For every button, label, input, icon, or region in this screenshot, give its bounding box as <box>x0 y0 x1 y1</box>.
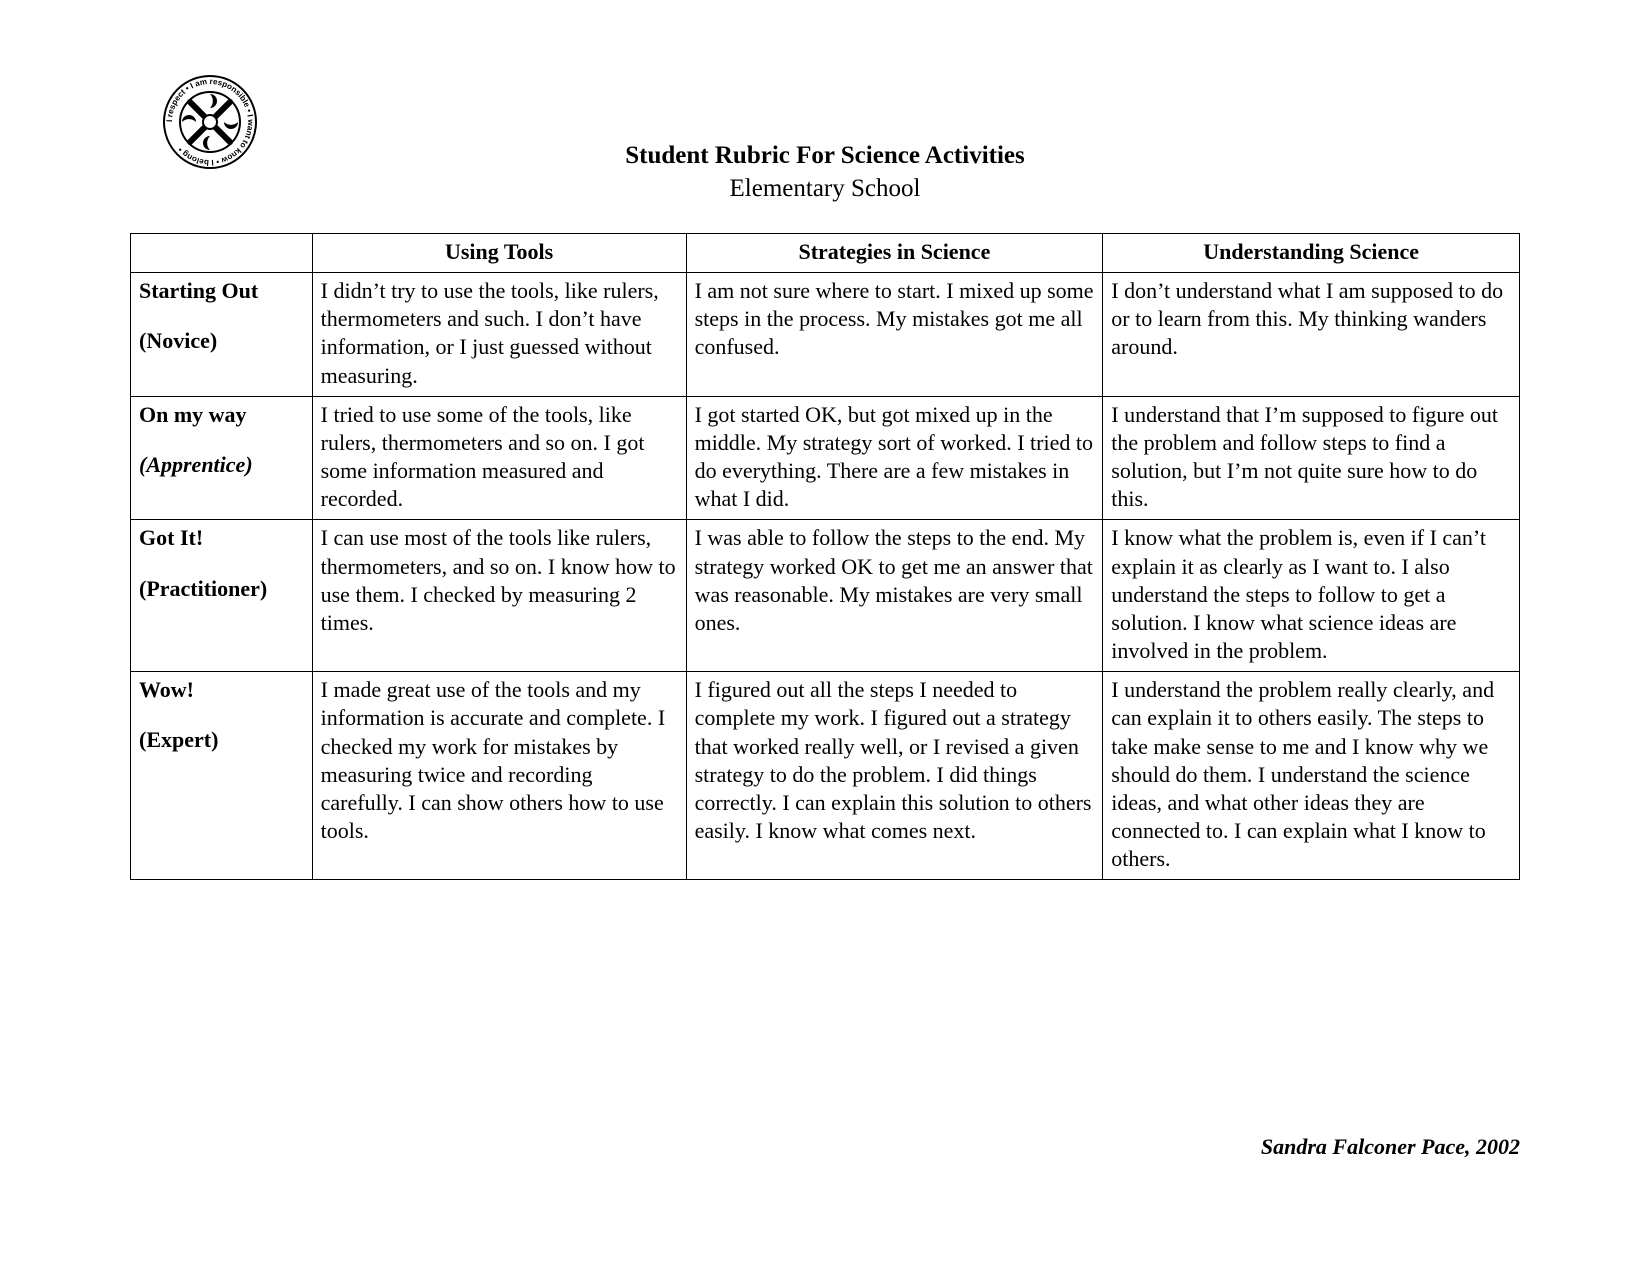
rubric-cell: I tried to use some of the tools, like r… <box>312 396 686 520</box>
col-header-strategies: Strategies in Science <box>686 234 1103 273</box>
level-sub: (Apprentice) <box>139 451 304 479</box>
attribution: Sandra Falconer Pace, 2002 <box>1261 1134 1520 1160</box>
level-main: Starting Out <box>139 277 304 305</box>
col-header-level <box>131 234 313 273</box>
rubric-cell: I didn’t try to use the tools, like rule… <box>312 273 686 397</box>
table-row: Wow! (Expert) I made great use of the tool… <box>131 672 1520 880</box>
level-main: Got It! <box>139 524 304 552</box>
table-row: Starting Out (Novice) I didn’t try to use … <box>131 273 1520 397</box>
level-main: On my way <box>139 401 304 429</box>
level-sub: (Practitioner) <box>139 575 304 603</box>
page-title: Student Rubric For Science Activities <box>130 140 1520 173</box>
rubric-cell: I was able to follow the steps to the en… <box>686 520 1103 672</box>
rubric-table-body: Starting Out (Novice) I didn’t try to use … <box>131 273 1520 880</box>
level-sub: (Novice) <box>139 327 304 355</box>
level-cell: Wow! (Expert) <box>131 672 313 880</box>
rubric-cell: I made great use of the tools and my inf… <box>312 672 686 880</box>
header-block: Student Rubric For Science Activities El… <box>130 140 1520 205</box>
rubric-cell: I don’t understand what I am supposed to… <box>1103 273 1520 397</box>
rubric-cell: I got started OK, but got mixed up in th… <box>686 396 1103 520</box>
level-sub: (Expert) <box>139 726 304 754</box>
table-row: On my way (Apprentice) I tried to use some… <box>131 396 1520 520</box>
rubric-cell: I understand that I’m supposed to figure… <box>1103 396 1520 520</box>
rubric-cell: I know what the problem is, even if I ca… <box>1103 520 1520 672</box>
rubric-cell: I figured out all the steps I needed to … <box>686 672 1103 880</box>
level-main: Wow! <box>139 676 304 704</box>
page-subtitle: Elementary School <box>130 173 1520 206</box>
level-cell: On my way (Apprentice) <box>131 396 313 520</box>
document-page: I respect • I am responsible • I want to… <box>0 0 1650 1275</box>
table-header-row: Using Tools Strategies in Science Unders… <box>131 234 1520 273</box>
level-cell: Got It! (Practitioner) <box>131 520 313 672</box>
col-header-tools: Using Tools <box>312 234 686 273</box>
rubric-table: Using Tools Strategies in Science Unders… <box>130 233 1520 880</box>
school-logo: I respect • I am responsible • I want to… <box>160 72 260 172</box>
rubric-cell: I am not sure where to start. I mixed up… <box>686 273 1103 397</box>
level-cell: Starting Out (Novice) <box>131 273 313 397</box>
col-header-understanding: Understanding Science <box>1103 234 1520 273</box>
rubric-cell: I can use most of the tools like rulers,… <box>312 520 686 672</box>
rubric-cell: I understand the problem really clearly,… <box>1103 672 1520 880</box>
table-row: Got It! (Practitioner) I can use most of t… <box>131 520 1520 672</box>
